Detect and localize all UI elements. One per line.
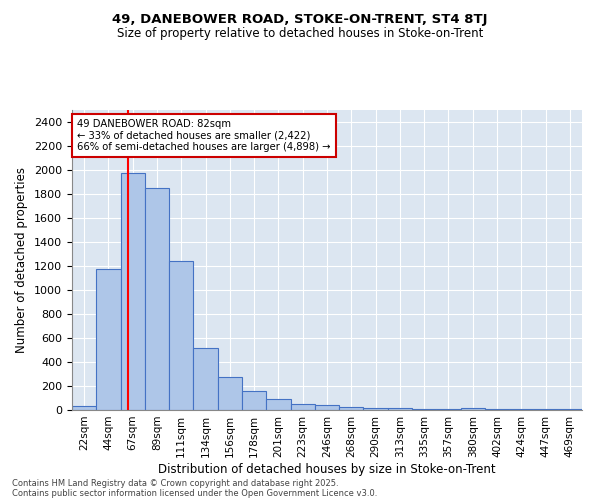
Bar	[169, 261, 193, 410]
Text: 49, DANEBOWER ROAD, STOKE-ON-TRENT, ST4 8TJ: 49, DANEBOWER ROAD, STOKE-ON-TRENT, ST4 …	[112, 12, 488, 26]
Bar	[364, 408, 388, 410]
Bar	[461, 408, 485, 410]
Bar	[218, 377, 242, 410]
Bar	[193, 348, 218, 410]
Bar	[290, 404, 315, 410]
Text: Contains public sector information licensed under the Open Government Licence v3: Contains public sector information licen…	[12, 488, 377, 498]
Text: 49 DANEBOWER ROAD: 82sqm
← 33% of detached houses are smaller (2,422)
66% of sem: 49 DANEBOWER ROAD: 82sqm ← 33% of detach…	[77, 119, 331, 152]
X-axis label: Distribution of detached houses by size in Stoke-on-Trent: Distribution of detached houses by size …	[158, 462, 496, 475]
Bar	[388, 408, 412, 410]
Bar	[145, 188, 169, 410]
Bar	[72, 406, 96, 410]
Y-axis label: Number of detached properties: Number of detached properties	[16, 167, 28, 353]
Bar	[121, 173, 145, 410]
Bar	[412, 409, 436, 410]
Bar	[96, 269, 121, 410]
Bar	[266, 399, 290, 410]
Bar	[315, 406, 339, 410]
Text: Contains HM Land Registry data © Crown copyright and database right 2025.: Contains HM Land Registry data © Crown c…	[12, 478, 338, 488]
Text: Size of property relative to detached houses in Stoke-on-Trent: Size of property relative to detached ho…	[117, 28, 483, 40]
Bar	[242, 392, 266, 410]
Bar	[339, 407, 364, 410]
